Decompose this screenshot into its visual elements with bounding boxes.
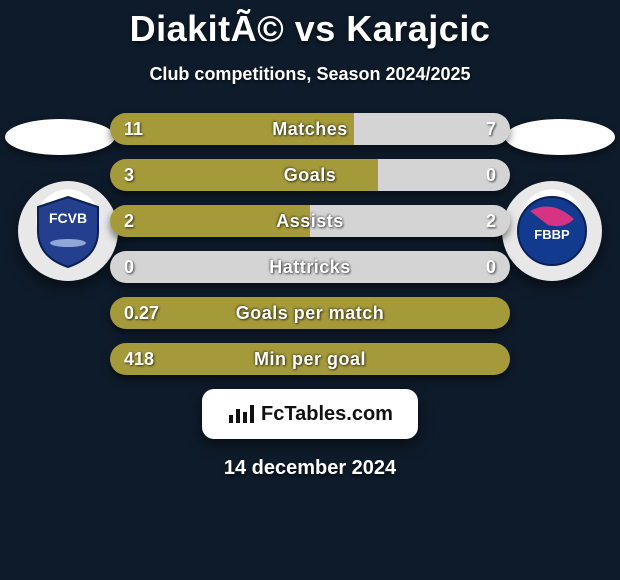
stat-label: Goals per match bbox=[110, 297, 510, 329]
page-title: DiakitÃ© vs Karajcic bbox=[0, 0, 620, 50]
stat-value-left: 3 bbox=[124, 159, 134, 191]
stat-value-right: 0 bbox=[486, 251, 496, 283]
stat-row: Assists2 2 bbox=[110, 205, 510, 237]
stat-value-right: 2 bbox=[486, 205, 496, 237]
club-crest-right-icon: FBBP bbox=[512, 191, 592, 271]
club-crest-left-icon: FCVB bbox=[28, 191, 108, 271]
stat-value-left: 0.27 bbox=[124, 297, 159, 329]
date-line: 14 december 2024 bbox=[0, 457, 620, 480]
stat-label: Matches bbox=[110, 113, 510, 145]
stat-value-left: 418 bbox=[124, 343, 154, 375]
stat-row: Goals per match0.27 bbox=[110, 297, 510, 329]
stat-bars: Matches117Goals30Assists22Hattricks00Goa… bbox=[110, 113, 510, 375]
club-badge-right: FBBP bbox=[502, 181, 602, 281]
player-right-placeholder bbox=[505, 119, 615, 155]
club-left-text: FCVB bbox=[49, 210, 87, 226]
stat-value-left: 2 bbox=[124, 205, 134, 237]
stat-value-right: 7 bbox=[486, 113, 496, 145]
stat-label: Hattricks bbox=[110, 251, 510, 283]
stat-row: Goals3 0 bbox=[110, 159, 510, 191]
stat-value-left: 11 bbox=[124, 113, 143, 145]
stat-value-right: 0 bbox=[486, 159, 496, 191]
brand-badge[interactable]: FcTables.com bbox=[202, 389, 418, 439]
player-left-placeholder bbox=[5, 119, 115, 155]
stat-label: Assists bbox=[110, 205, 510, 237]
brand-text: FcTables.com bbox=[261, 403, 393, 426]
stat-label: Goals bbox=[110, 159, 510, 191]
club-badge-left: FCVB bbox=[18, 181, 118, 281]
stat-row: Matches11 7 bbox=[110, 113, 510, 145]
club-right-text: FBBP bbox=[534, 227, 570, 242]
stat-value-left: 0 bbox=[124, 251, 134, 283]
subtitle: Club competitions, Season 2024/2025 bbox=[0, 64, 620, 85]
stat-row: Hattricks0 0 bbox=[110, 251, 510, 283]
brand-chart-icon bbox=[227, 403, 255, 425]
stat-label: Min per goal bbox=[110, 343, 510, 375]
stat-row: Min per goal418 bbox=[110, 343, 510, 375]
comparison-stage: FCVB FBBP Matches11 7 Goals3 0 Assists2 2 Hatt… bbox=[0, 113, 620, 375]
